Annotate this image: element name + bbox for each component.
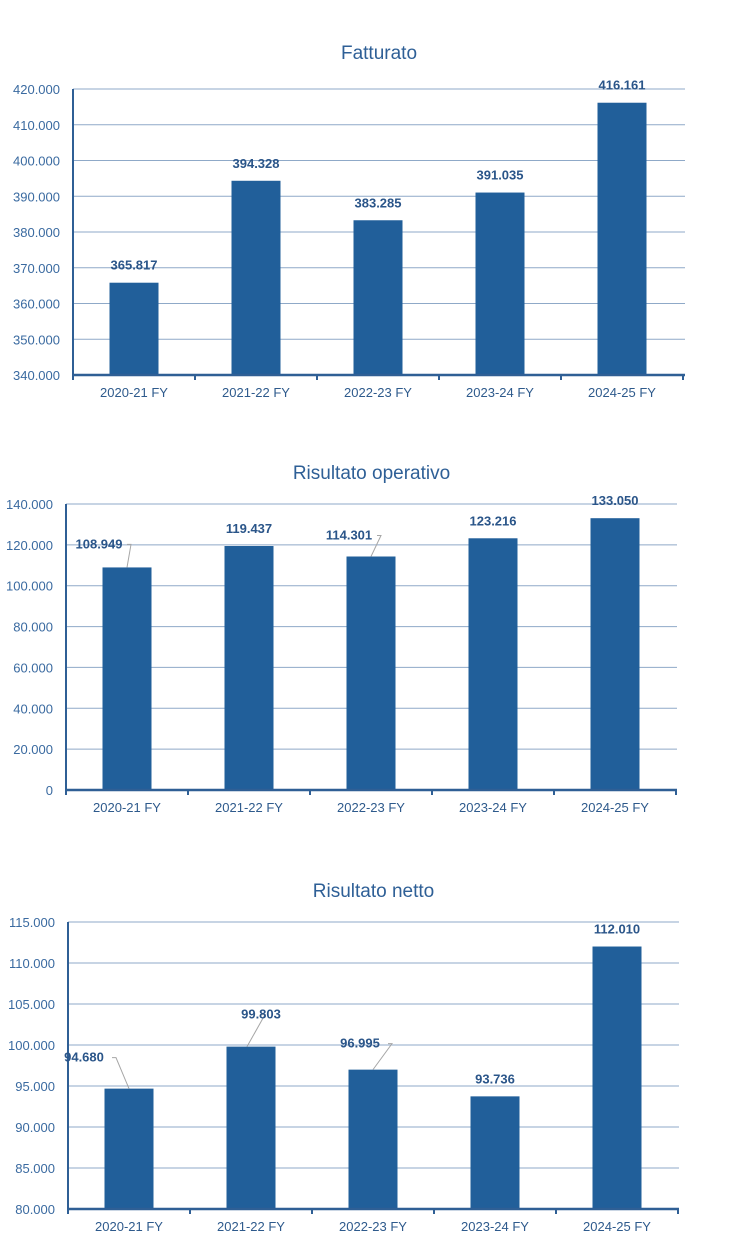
y-tick-label: 350.000 bbox=[13, 332, 60, 347]
label-leader-line bbox=[372, 1043, 393, 1070]
y-tick-label: 95.000 bbox=[15, 1079, 55, 1094]
data-label: 93.736 bbox=[475, 1071, 515, 1086]
y-tick-label: 90.000 bbox=[15, 1120, 55, 1135]
y-tick-label: 360.000 bbox=[13, 297, 60, 312]
x-tick-label: 2021-22 FY bbox=[217, 1219, 285, 1234]
data-label: 365.817 bbox=[111, 258, 158, 273]
y-tick-label: 110.000 bbox=[9, 956, 55, 971]
y-tick-label: 380.000 bbox=[13, 225, 60, 240]
y-tick-label: 410.000 bbox=[13, 118, 60, 133]
data-label: 383.285 bbox=[355, 195, 402, 210]
bar bbox=[470, 1096, 520, 1209]
y-tick-label: 80.000 bbox=[15, 1202, 55, 1217]
x-tick-label: 2020-21 FY bbox=[93, 800, 161, 815]
y-tick-label: 60.000 bbox=[13, 660, 53, 675]
data-label: 123.216 bbox=[470, 513, 517, 528]
y-tick-label: 20.000 bbox=[13, 742, 53, 757]
label-leader-line bbox=[246, 1014, 266, 1047]
y-tick-label: 390.000 bbox=[13, 189, 60, 204]
x-tick-label: 2024-25 FY bbox=[588, 385, 656, 400]
bar bbox=[104, 1088, 154, 1209]
x-tick-label: 2021-22 FY bbox=[222, 385, 290, 400]
y-tick-label: 40.000 bbox=[13, 701, 53, 716]
data-label: 133.050 bbox=[592, 493, 639, 508]
y-tick-label: 80.000 bbox=[13, 620, 53, 635]
y-tick-label: 100.000 bbox=[8, 1038, 55, 1053]
y-tick-label: 115.000 bbox=[9, 915, 55, 930]
x-tick-label: 2023-24 FY bbox=[459, 800, 527, 815]
x-tick-label: 2020-21 FY bbox=[95, 1219, 163, 1234]
y-tick-label: 100.000 bbox=[6, 579, 53, 594]
x-tick-label: 2022-23 FY bbox=[344, 385, 412, 400]
data-label: 99.803 bbox=[241, 1007, 281, 1022]
x-tick-label: 2023-24 FY bbox=[461, 1219, 529, 1234]
x-tick-label: 2024-25 FY bbox=[583, 1219, 651, 1234]
label-leader-line bbox=[370, 534, 382, 557]
y-tick-label: 0 bbox=[46, 783, 53, 798]
data-label: 112.010 bbox=[594, 922, 640, 937]
x-tick-label: 2020-21 FY bbox=[100, 385, 168, 400]
bar bbox=[226, 1046, 276, 1209]
data-label: 394.328 bbox=[233, 156, 280, 171]
x-tick-label: 2021-22 FY bbox=[215, 800, 283, 815]
bar bbox=[353, 220, 403, 375]
x-tick-label: 2024-25 FY bbox=[581, 800, 649, 815]
chart-title: Fatturato bbox=[341, 43, 417, 64]
data-label: 416.161 bbox=[599, 78, 646, 93]
y-tick-label: 370.000 bbox=[13, 261, 60, 276]
data-label: 391.035 bbox=[477, 168, 524, 183]
bar bbox=[348, 1069, 398, 1209]
y-tick-label: 140.000 bbox=[6, 497, 53, 512]
bar bbox=[224, 546, 274, 790]
bar bbox=[346, 556, 396, 790]
y-tick-label: 420.000 bbox=[13, 82, 60, 97]
x-tick-label: 2022-23 FY bbox=[337, 800, 405, 815]
bar bbox=[468, 538, 518, 790]
y-tick-label: 85.000 bbox=[15, 1161, 55, 1176]
chart-title: Risultato operativo bbox=[293, 463, 450, 484]
bar bbox=[597, 102, 647, 375]
x-tick-label: 2023-24 FY bbox=[466, 385, 534, 400]
bar bbox=[231, 180, 281, 375]
label-leader-line bbox=[112, 1057, 130, 1089]
x-tick-label: 2022-23 FY bbox=[339, 1219, 407, 1234]
bar bbox=[590, 518, 640, 790]
data-label: 119.437 bbox=[226, 521, 272, 536]
label-leader-line bbox=[126, 543, 132, 568]
y-tick-label: 120.000 bbox=[6, 538, 53, 553]
data-label: 108.949 bbox=[76, 536, 123, 551]
data-label: 94.680 bbox=[64, 1050, 104, 1065]
data-label: 96.995 bbox=[340, 1036, 380, 1051]
y-tick-label: 340.000 bbox=[13, 368, 60, 383]
bar bbox=[592, 946, 642, 1209]
bar bbox=[109, 282, 159, 375]
bar bbox=[102, 567, 152, 790]
y-tick-label: 105.000 bbox=[8, 997, 55, 1012]
data-label: 114.301 bbox=[326, 527, 372, 542]
y-tick-label: 400.000 bbox=[13, 154, 60, 169]
chart-title: Risultato netto bbox=[313, 881, 434, 902]
bar bbox=[475, 192, 525, 375]
